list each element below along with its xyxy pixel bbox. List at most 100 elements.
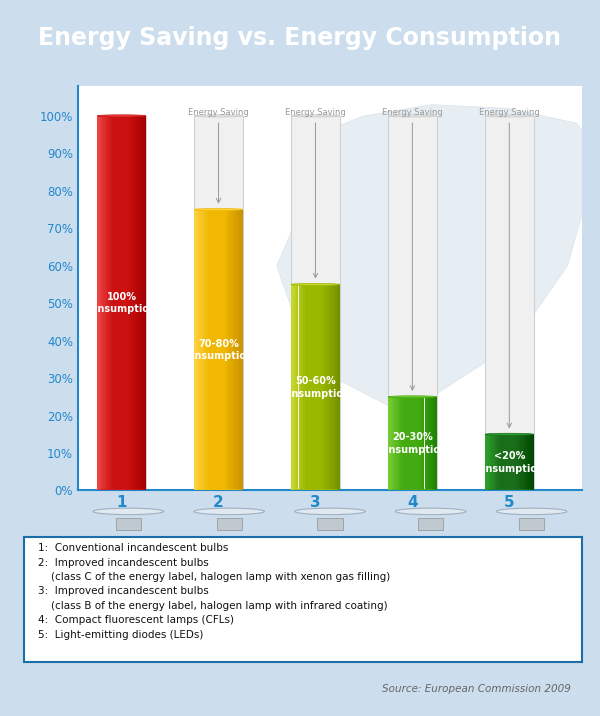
Bar xyxy=(239,210,241,490)
Bar xyxy=(224,210,226,490)
Bar xyxy=(217,518,242,530)
Bar xyxy=(312,284,313,490)
Bar xyxy=(497,435,499,490)
Bar xyxy=(223,210,224,490)
Bar xyxy=(517,435,518,490)
Ellipse shape xyxy=(97,115,146,117)
Bar xyxy=(111,116,112,490)
Bar xyxy=(514,435,515,490)
Bar xyxy=(338,284,340,490)
Bar xyxy=(506,435,507,490)
Bar xyxy=(101,116,102,490)
Bar xyxy=(416,397,417,490)
Bar xyxy=(485,116,533,490)
Bar xyxy=(529,435,530,490)
Bar xyxy=(98,116,100,490)
Bar xyxy=(127,116,128,490)
Bar xyxy=(106,116,107,490)
Ellipse shape xyxy=(388,115,437,117)
Bar xyxy=(226,210,227,490)
Bar xyxy=(308,284,310,490)
Bar xyxy=(104,116,106,490)
Bar xyxy=(425,397,426,490)
Bar xyxy=(422,397,423,490)
Bar xyxy=(493,435,494,490)
Bar xyxy=(428,397,430,490)
Bar xyxy=(330,284,331,490)
Bar xyxy=(527,435,529,490)
Text: 1:  Conventional incandescent bulbs
2:  Improved incandescent bulbs
    (class C: 1: Conventional incandescent bulbs 2: Im… xyxy=(38,543,390,639)
Bar xyxy=(135,116,136,490)
Bar xyxy=(489,435,490,490)
Text: <20%
consumption: <20% consumption xyxy=(474,451,545,473)
Bar xyxy=(112,116,113,490)
Text: Energy Saving: Energy Saving xyxy=(285,108,346,278)
Bar xyxy=(142,116,143,490)
Bar xyxy=(326,284,328,490)
Bar xyxy=(102,116,103,490)
Bar xyxy=(133,116,134,490)
Bar xyxy=(391,397,392,490)
Bar xyxy=(507,435,508,490)
Polygon shape xyxy=(277,105,596,408)
Bar xyxy=(485,435,486,490)
Bar xyxy=(394,397,395,490)
Bar xyxy=(238,210,239,490)
Bar xyxy=(519,435,520,490)
Bar xyxy=(316,284,317,490)
Ellipse shape xyxy=(485,490,533,491)
Bar xyxy=(108,116,110,490)
Bar xyxy=(145,116,146,490)
Bar xyxy=(299,284,300,490)
Bar xyxy=(418,397,419,490)
Bar xyxy=(317,518,343,530)
Bar xyxy=(415,397,416,490)
Bar xyxy=(500,435,501,490)
Bar xyxy=(392,397,393,490)
Circle shape xyxy=(295,508,365,515)
Ellipse shape xyxy=(485,433,533,435)
Bar xyxy=(215,210,216,490)
Bar xyxy=(401,397,403,490)
Bar xyxy=(524,435,525,490)
Bar xyxy=(131,116,133,490)
Bar xyxy=(499,435,500,490)
Circle shape xyxy=(395,508,466,515)
Bar xyxy=(491,435,493,490)
Bar xyxy=(227,210,228,490)
Bar xyxy=(291,284,292,490)
Bar xyxy=(418,518,443,530)
Bar xyxy=(525,435,526,490)
Bar xyxy=(409,397,410,490)
Bar xyxy=(291,116,340,490)
Bar xyxy=(324,284,325,490)
Bar xyxy=(317,284,318,490)
Bar xyxy=(208,210,209,490)
Ellipse shape xyxy=(388,490,437,491)
Bar xyxy=(206,210,208,490)
Bar xyxy=(124,116,125,490)
Bar xyxy=(407,397,409,490)
Bar xyxy=(433,397,434,490)
Bar xyxy=(209,210,210,490)
Bar xyxy=(395,397,397,490)
Bar xyxy=(311,284,312,490)
Bar xyxy=(508,435,509,490)
Bar xyxy=(205,210,206,490)
Ellipse shape xyxy=(194,115,243,117)
Bar xyxy=(322,284,323,490)
Bar xyxy=(398,397,399,490)
Ellipse shape xyxy=(291,490,340,491)
Bar xyxy=(323,284,324,490)
Bar xyxy=(136,116,137,490)
Bar xyxy=(302,284,304,490)
Bar xyxy=(198,210,199,490)
Bar xyxy=(426,397,427,490)
Ellipse shape xyxy=(388,396,437,398)
Bar xyxy=(121,116,122,490)
Text: Energy Saving: Energy Saving xyxy=(382,108,443,390)
Bar xyxy=(404,397,405,490)
Bar xyxy=(300,284,301,490)
Text: Source: European Commission 2009: Source: European Commission 2009 xyxy=(382,684,571,694)
Bar xyxy=(519,518,544,530)
